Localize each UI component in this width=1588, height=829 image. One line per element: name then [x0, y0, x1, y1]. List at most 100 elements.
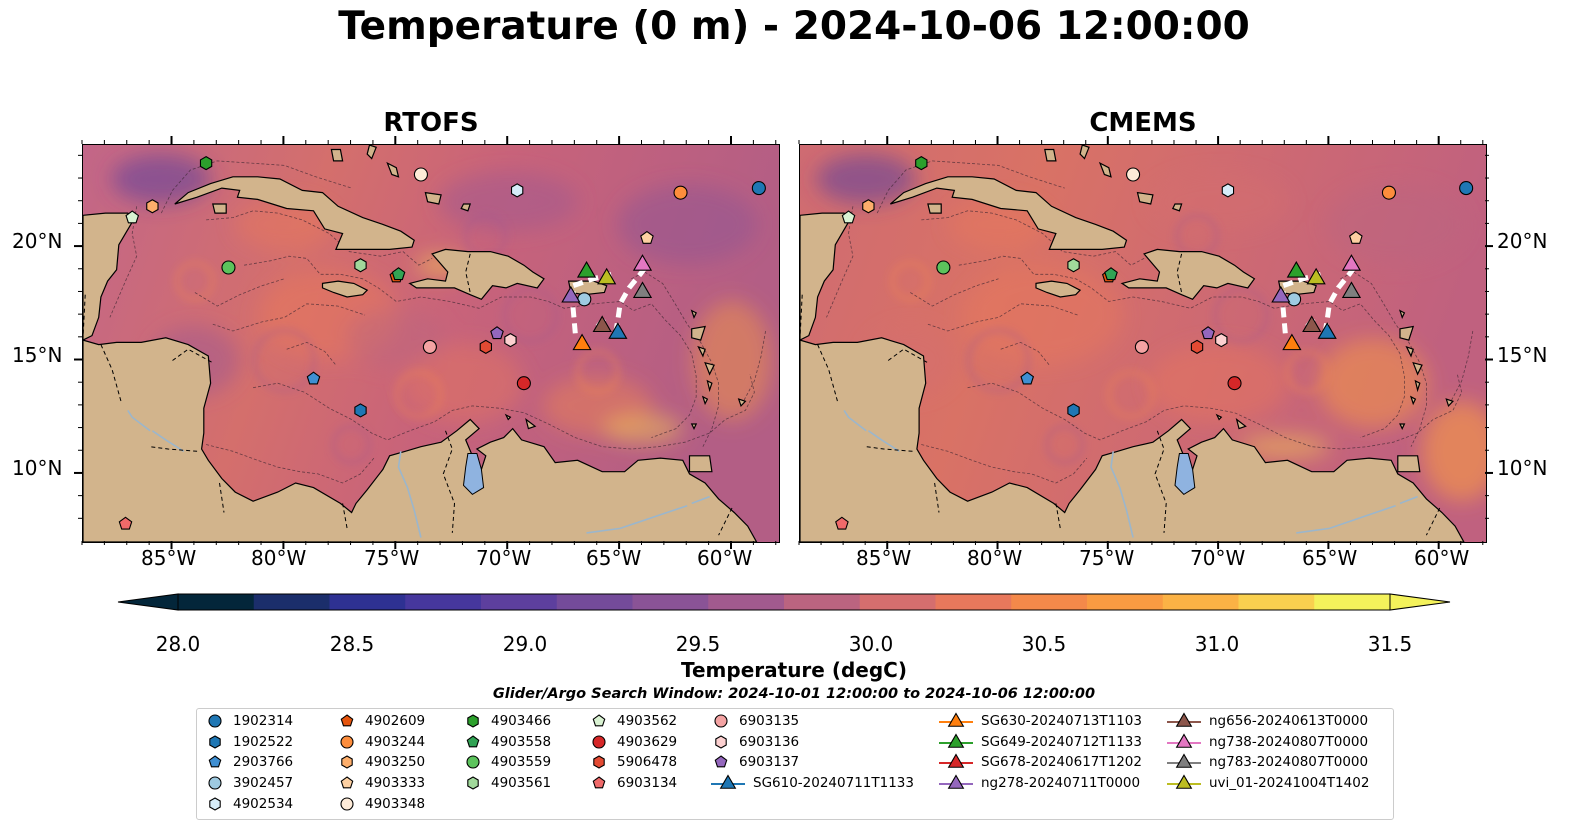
legend-marker-icon — [340, 776, 354, 789]
legend-label: 4902534 — [233, 795, 294, 812]
legend-symbol — [208, 776, 222, 790]
map-marker-ng783-20240807T0000 — [632, 281, 653, 299]
map-marker-SG630-20240713T1103 — [572, 333, 592, 351]
legend-label: 5906478 — [617, 754, 678, 771]
colorbar-tick: 30.0 — [848, 632, 894, 656]
legend-label: uvi_01-20241004T1402 — [1209, 775, 1370, 792]
colorbar-segment — [405, 594, 482, 610]
legend-item: ng278-20240711T0000 — [939, 773, 1140, 793]
legend-label: 4903250 — [365, 754, 426, 771]
map-panel-cmems — [799, 144, 1487, 543]
legend-item: 6903134 — [589, 773, 677, 793]
legend-marker-icon — [467, 776, 479, 790]
legend-label: SG630-20240713T1103 — [981, 713, 1142, 729]
panel-title-rtofs: RTOFS — [383, 108, 479, 138]
map-marker-SG630-20240713T1103 — [1282, 333, 1302, 351]
legend-marker-icon — [715, 735, 727, 749]
legend-label: 1902522 — [233, 733, 294, 750]
map-marker-SG649-20240712T1133 — [576, 260, 597, 278]
legend-item: 1902522 — [205, 732, 293, 752]
map-marker-6903135 — [422, 339, 437, 354]
legend-item: 4903561 — [463, 773, 551, 793]
legend-marker-icon — [466, 735, 480, 748]
legend-item: SG678-20240617T1202 — [939, 752, 1142, 772]
legend-symbol — [592, 714, 606, 727]
figure-title: Temperature (0 m) - 2024-10-06 12:00:00 — [338, 4, 1250, 49]
legend-symbol — [714, 755, 728, 768]
map-marker-4903250 — [862, 199, 875, 214]
x-tick-label: 85°W — [856, 546, 912, 570]
x-tick-label: 75°W — [1079, 546, 1135, 570]
legend-triangle — [947, 753, 965, 769]
legend-item: 4903629 — [589, 732, 677, 752]
legend-marker-icon — [208, 755, 222, 768]
colorbar-segment — [935, 594, 1012, 610]
legend-marker-icon — [1167, 712, 1201, 727]
map-marker-uvi_01-20241004T1402 — [597, 267, 617, 285]
legend-item: 4903250 — [337, 752, 425, 772]
legend-label: 4902609 — [365, 713, 426, 729]
legend-marker-icon — [939, 774, 973, 789]
map-marker-4903559 — [221, 260, 236, 275]
x-tick-label: 80°W — [251, 546, 307, 570]
map-marker-4903561 — [354, 258, 367, 273]
legend-triangle — [947, 733, 965, 748]
legend-symbol — [467, 776, 479, 790]
colorbar-segment — [253, 594, 330, 610]
colorbar-segment — [632, 594, 709, 610]
legend-marker-icon — [466, 755, 480, 769]
legend-marker-icon — [467, 714, 479, 728]
legend-label: ng783-20240807T0000 — [1209, 754, 1369, 771]
map-marker-6903136 — [1215, 332, 1228, 348]
legend-label: 6903134 — [617, 775, 678, 792]
map-marker-1902522 — [354, 403, 367, 418]
legend-item: 4902534 — [205, 794, 293, 814]
colorbar-segment — [1162, 594, 1239, 610]
x-tick-label: 80°W — [967, 546, 1023, 570]
x-tick-label: 85°W — [141, 546, 197, 570]
lake-maracaibo — [462, 453, 485, 496]
legend-marker-icon — [939, 753, 973, 769]
colorbar-tick: 29.0 — [502, 632, 548, 656]
legend-item: 4903559 — [463, 752, 551, 772]
x-tick-label: 65°W — [1302, 546, 1358, 570]
legend-item: SG630-20240713T1103 — [939, 711, 1142, 731]
map-marker-uvi_01-20241004T1402 — [1306, 267, 1326, 285]
legend-triangle — [947, 712, 965, 727]
map-marker-SG649-20240712T1133 — [1286, 260, 1306, 278]
legend-marker-icon — [592, 776, 606, 789]
legend-marker-icon — [714, 755, 728, 768]
legend-symbol — [209, 797, 221, 811]
map-marker-4903333 — [1349, 230, 1363, 244]
legend-label: SG678-20240617T1202 — [981, 754, 1142, 771]
legend-marker-icon — [209, 735, 221, 749]
map-marker-5906478 — [1190, 339, 1204, 355]
map-marker-4902534 — [510, 183, 524, 198]
legend-marker-icon — [711, 774, 745, 789]
legend-label: 3902457 — [233, 775, 294, 792]
legend-marker-icon — [340, 735, 354, 749]
legend-symbol — [208, 755, 222, 768]
legend-label: ng656-20240613T0000 — [1209, 713, 1369, 729]
legend: 1902314 1902522 2903766 3902457 4902534 49026… — [196, 708, 1394, 820]
map-marker-6903134 — [118, 516, 133, 530]
legend-marker-icon — [939, 733, 973, 748]
map-marker-ng783-20240807T0000 — [1341, 281, 1362, 299]
legend-symbol — [714, 714, 728, 728]
legend-symbol — [209, 735, 221, 749]
legend-item: 4903558 — [463, 732, 551, 752]
legend-item: SG649-20240712T1133 — [939, 732, 1142, 752]
legend-item: 2903766 — [205, 752, 293, 772]
map-marker-1902522 — [1067, 403, 1080, 418]
legend-triangle — [1175, 774, 1193, 789]
legend-item: 4903333 — [337, 773, 425, 793]
y-tick-label: 10°N — [12, 456, 63, 480]
x-tick-label: 70°W — [1190, 546, 1246, 570]
legend-marker-icon — [939, 712, 973, 727]
legend-label: 4903561 — [491, 775, 552, 792]
map-marker-ng656-20240613T0000 — [1302, 315, 1322, 333]
legend-item: 6903136 — [711, 732, 799, 752]
legend-triangle — [719, 774, 737, 789]
legend-item: ng783-20240807T0000 — [1167, 752, 1368, 772]
